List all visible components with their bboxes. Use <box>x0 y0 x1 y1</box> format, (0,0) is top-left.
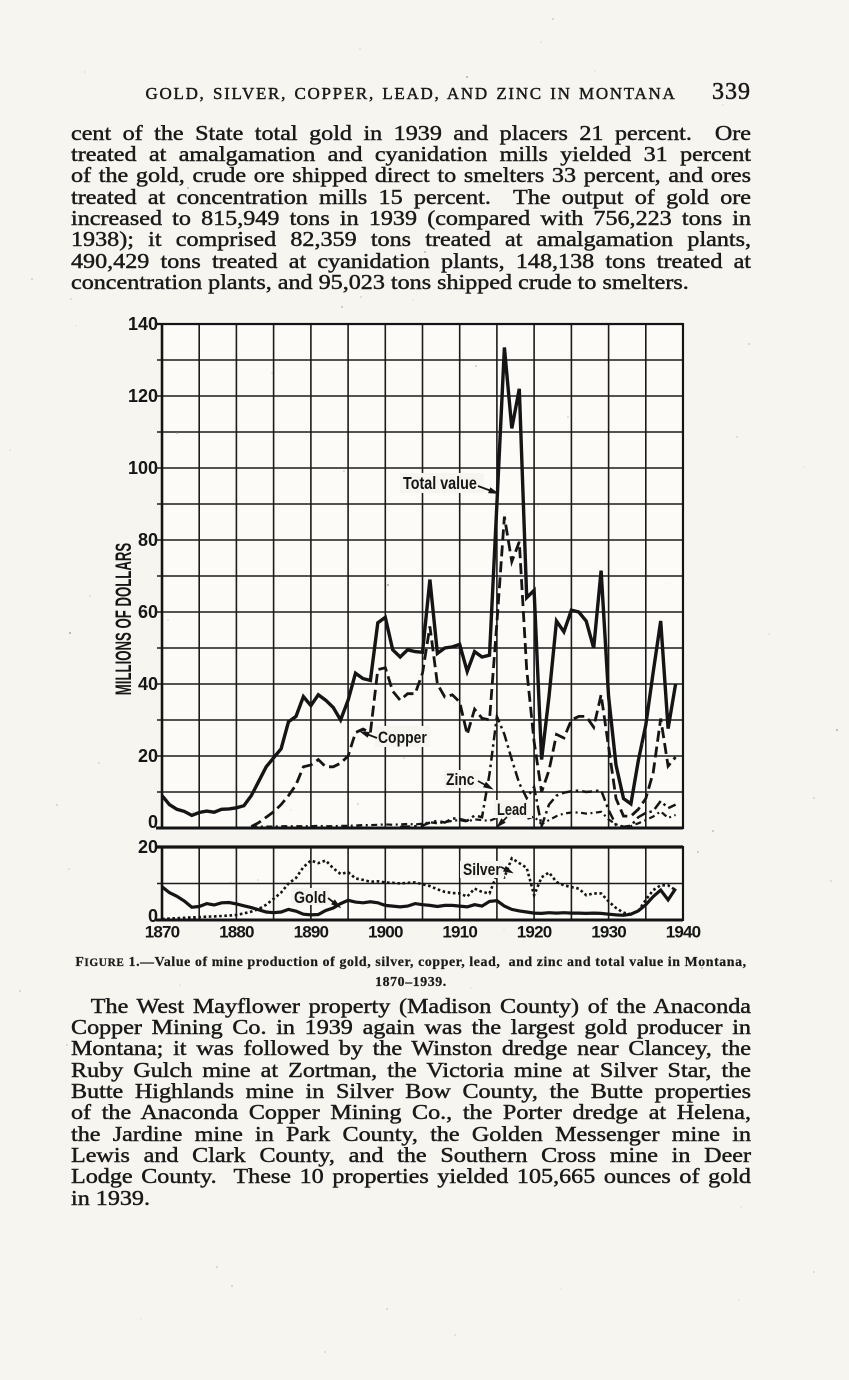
svg-text:1880: 1880 <box>219 923 254 942</box>
svg-text:1940: 1940 <box>666 923 701 942</box>
svg-text:140: 140 <box>128 314 158 334</box>
svg-text:1910: 1910 <box>442 923 477 942</box>
svg-text:1900: 1900 <box>368 923 403 942</box>
svg-text:1890: 1890 <box>294 923 329 942</box>
svg-text:100: 100 <box>128 458 158 478</box>
svg-text:0: 0 <box>148 812 158 832</box>
svg-text:Gold: Gold <box>294 889 326 907</box>
svg-text:Copper: Copper <box>378 729 427 748</box>
svg-text:20: 20 <box>138 746 158 766</box>
svg-text:120: 120 <box>128 386 158 406</box>
svg-text:0: 0 <box>148 906 158 926</box>
svg-text:1920: 1920 <box>517 923 552 942</box>
svg-text:MILLIONS OF DOLLARS: MILLIONS OF DOLLARS <box>112 543 136 695</box>
svg-text:20: 20 <box>138 837 158 857</box>
svg-text:Total value: Total value <box>403 475 477 494</box>
svg-text:60: 60 <box>138 602 158 622</box>
svg-text:Silver: Silver <box>463 861 501 879</box>
svg-text:40: 40 <box>138 674 158 694</box>
svg-text:Zinc: Zinc <box>446 771 475 789</box>
svg-text:1930: 1930 <box>591 923 626 942</box>
svg-text:1870: 1870 <box>145 923 180 942</box>
svg-text:80: 80 <box>138 530 158 550</box>
svg-text:Lead: Lead <box>497 802 527 820</box>
